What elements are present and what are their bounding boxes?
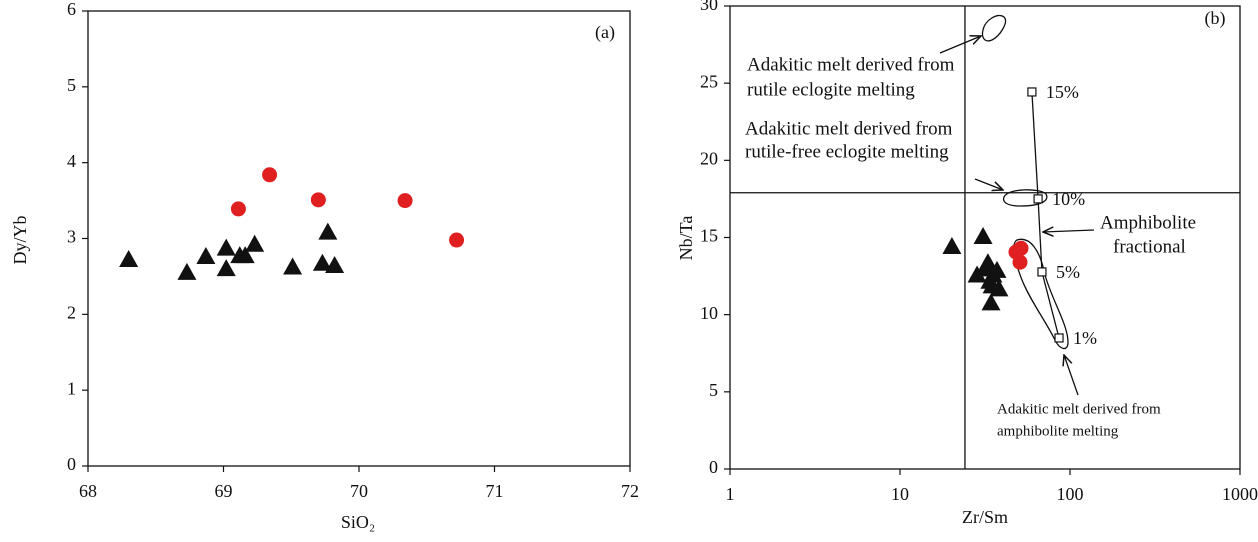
triangle-point	[119, 249, 139, 267]
y-axis-label: Nb/Ta	[676, 216, 696, 261]
y-tick-label: 0	[709, 457, 718, 477]
triangle-point	[981, 293, 1001, 311]
y-tick-label: 2	[67, 302, 76, 322]
point-label: 10%	[1052, 189, 1085, 209]
annotation: Adakitic melt derived from	[747, 54, 955, 75]
circle-point	[262, 167, 278, 183]
y-tick-label: 10	[700, 303, 718, 323]
annotation: Adakitic melt derived from	[745, 118, 953, 139]
x-tick-label: 68	[79, 481, 97, 501]
arrow	[1064, 355, 1079, 396]
circle-point	[230, 201, 246, 217]
circle-point	[1013, 240, 1029, 256]
square-point	[1033, 194, 1043, 204]
annotation: amphibolite melting	[997, 423, 1119, 439]
panel-b: (b) Zr/Sm Nb/Ta Adakitic melt derived fr…	[676, 0, 1258, 527]
triangle-point	[325, 256, 345, 274]
arrow	[939, 36, 981, 54]
panel-a: (a) SiO₂ Dy/Yb 68 69 70 71 72 0 1 2 3 4 5 6	[10, 0, 639, 532]
triangle-point	[216, 238, 236, 256]
triangle-point	[987, 260, 1007, 278]
arrow	[974, 178, 1003, 190]
triangle-point	[283, 257, 303, 275]
y-tick-label: 6	[67, 0, 76, 19]
y-tick-label: 1	[67, 378, 76, 398]
square-point	[1054, 333, 1064, 343]
field-outline	[981, 14, 1007, 42]
circle-point	[449, 232, 465, 248]
y-tick-label: 20	[700, 148, 718, 168]
point-label: 15%	[1046, 82, 1079, 102]
circle-point	[310, 192, 326, 208]
triangle-point	[216, 259, 236, 277]
x-tick-label: 71	[486, 481, 504, 501]
circle-point	[1012, 254, 1028, 270]
triangle-point	[318, 222, 338, 240]
square-point	[1027, 87, 1037, 97]
x-axis-label: Zr/Sm	[962, 507, 1008, 527]
plot-frame	[87, 10, 631, 467]
point-label: 1%	[1073, 328, 1097, 348]
y-tick-label: 3	[67, 227, 76, 247]
y-tick-label: 4	[67, 151, 76, 171]
annotation: Amphibolite	[1100, 212, 1196, 233]
panel-label: (b)	[1205, 8, 1226, 29]
triangle-point	[235, 246, 255, 264]
circle-point	[397, 193, 413, 209]
annotation: rutile eclogite melting	[747, 79, 915, 100]
x-tick-label: 72	[621, 481, 639, 501]
triangle-point	[177, 262, 197, 280]
y-tick-label: 25	[700, 71, 718, 91]
y-tick-label: 30	[700, 0, 718, 14]
triangle-point	[942, 236, 962, 254]
triangle-point	[196, 246, 216, 264]
y-tick-label: 15	[700, 226, 718, 246]
annotation: fractional	[1113, 236, 1186, 257]
model-curve	[1031, 91, 1060, 339]
y-axis-label: Dy/Yb	[10, 216, 30, 265]
x-tick-label: 70	[350, 481, 368, 501]
arrow	[1043, 230, 1095, 232]
x-tick-label: 1	[726, 484, 735, 504]
x-axis-label: SiO₂	[341, 512, 375, 532]
triangle-point	[312, 253, 332, 271]
panel-label: (a)	[595, 22, 615, 43]
annotation: Adakitic melt derived from	[997, 401, 1161, 417]
x-tick-label: 69	[215, 481, 233, 501]
point-label: 5%	[1056, 262, 1080, 282]
triangle-point	[978, 253, 998, 271]
y-tick-label: 5	[67, 75, 76, 95]
x-tick-label: 100	[1057, 484, 1084, 504]
y-tick-label: 0	[67, 454, 76, 474]
annotation: rutile-free eclogite melting	[745, 141, 949, 162]
triangle-point	[973, 226, 993, 244]
y-tick-label: 5	[709, 380, 718, 400]
triangle-point	[982, 276, 1002, 294]
x-tick-label: 1000	[1222, 484, 1258, 504]
triangle-point	[245, 234, 265, 252]
x-tick-label: 10	[891, 484, 909, 504]
square-point	[1037, 267, 1047, 277]
